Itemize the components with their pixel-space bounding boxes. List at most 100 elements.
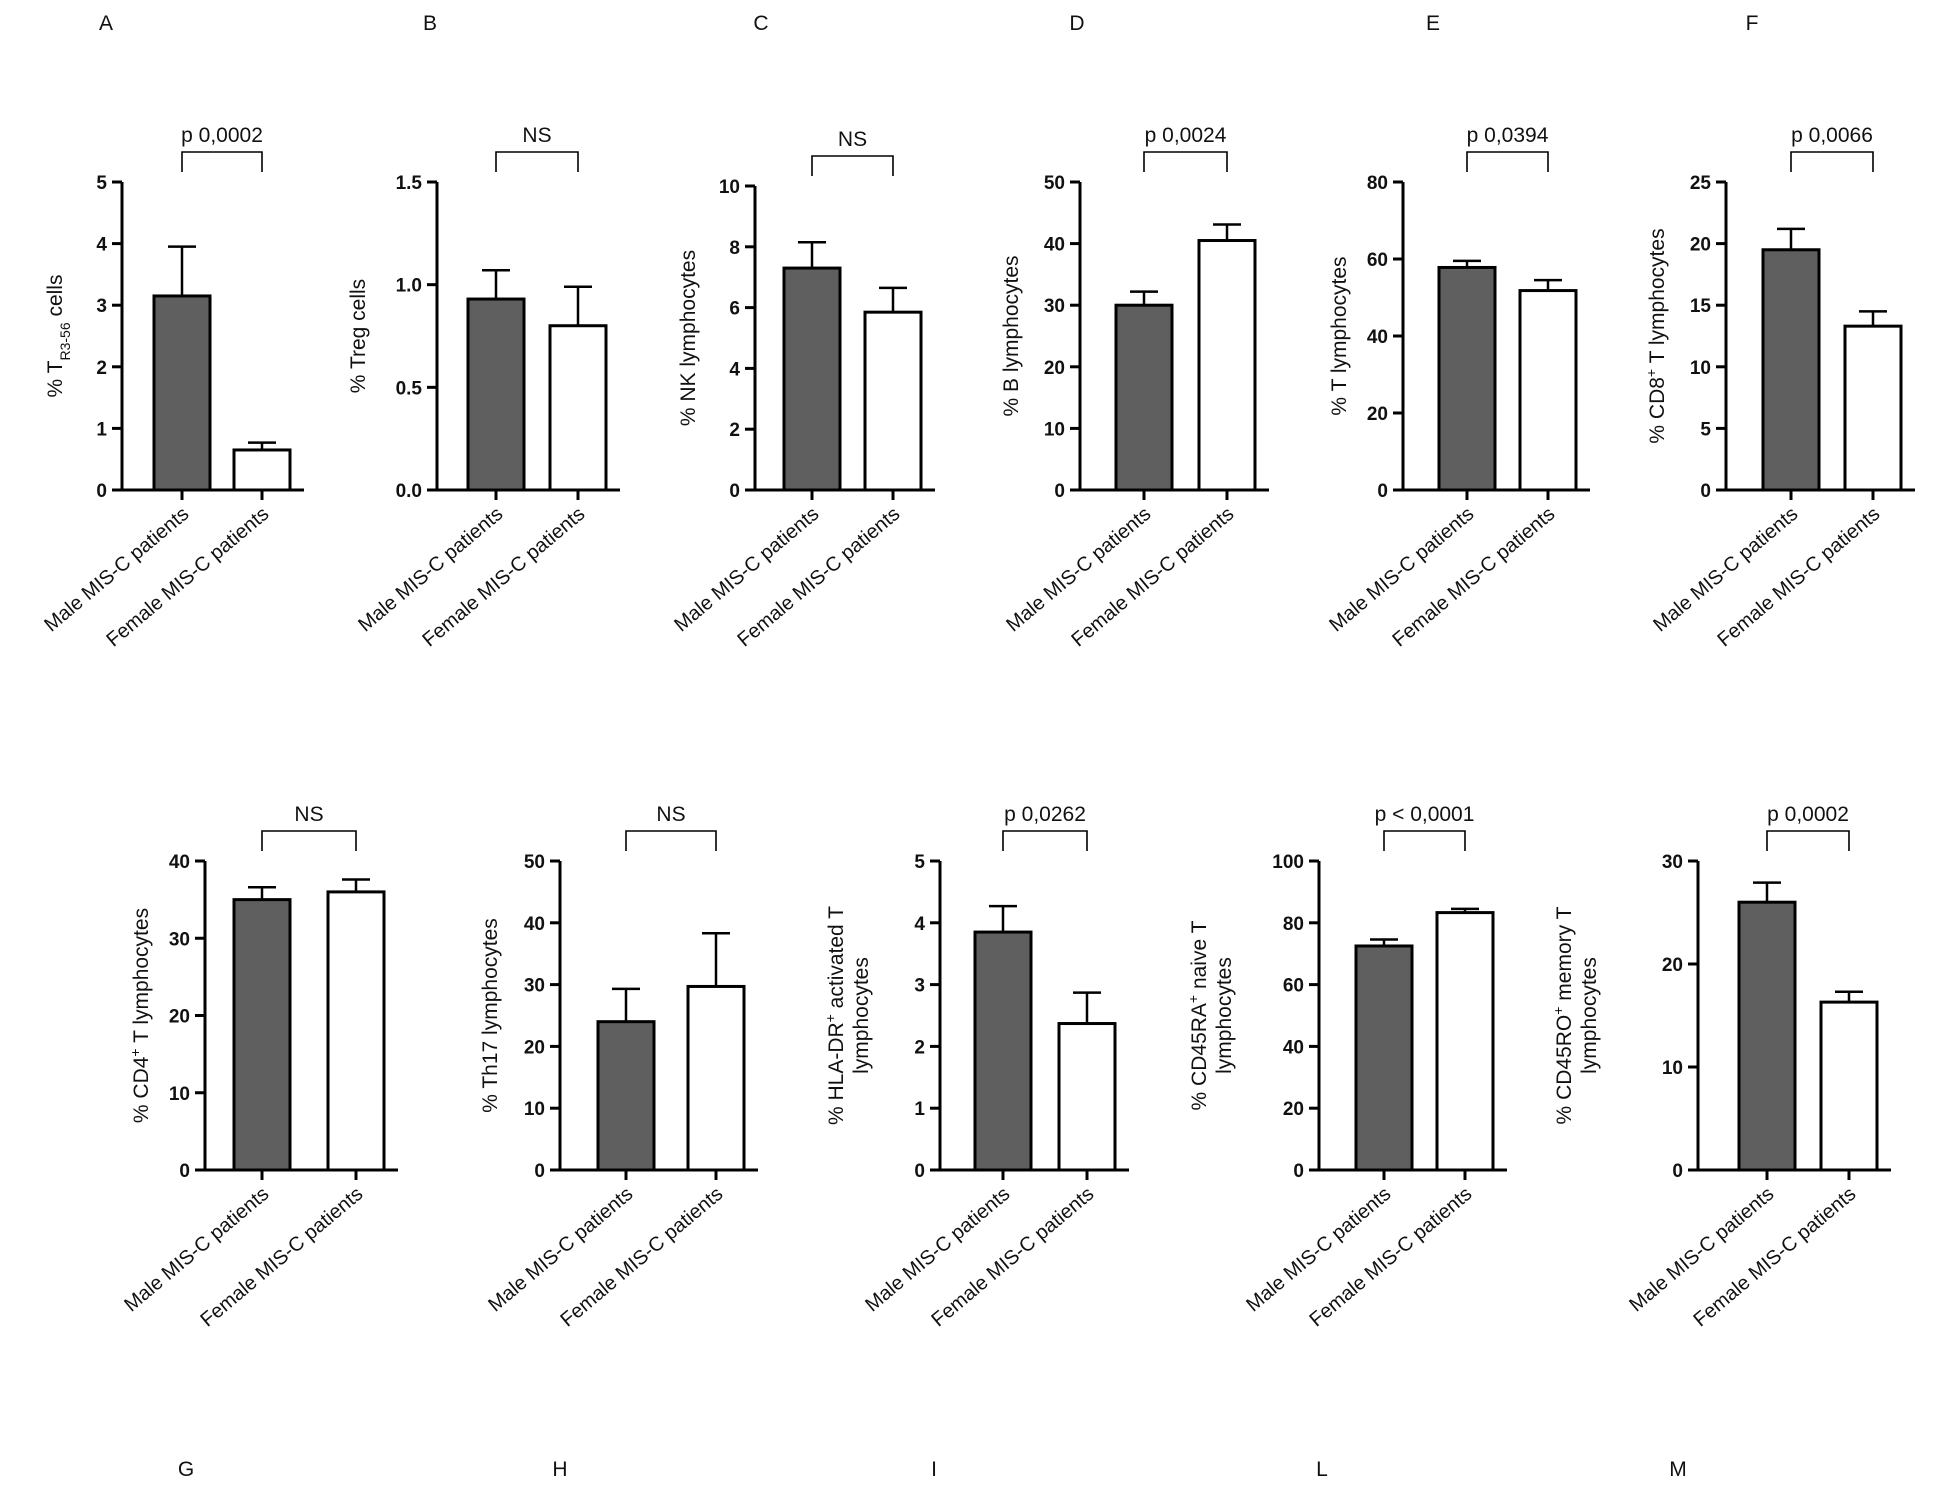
bar-female <box>1518 289 1578 492</box>
y-tick-label: 2 <box>914 1037 925 1058</box>
y-axis-label: % B lymphocytes <box>1000 255 1023 416</box>
y-tick-label: 20 <box>1044 358 1065 379</box>
x-tick-label: Male MIS-C patients <box>1242 1183 1395 1316</box>
significance-label: NS <box>522 124 551 147</box>
y-tick-label: 20 <box>1690 235 1711 256</box>
bar-female <box>1197 239 1257 492</box>
y-tick-label: 0 <box>179 1161 190 1182</box>
y-tick-label: 0 <box>914 1161 925 1182</box>
significance-bracket <box>1790 151 1874 172</box>
y-axis-label: % CD4+ T lymphocytes <box>127 908 153 1123</box>
y-tick-label: 4 <box>96 235 107 256</box>
bar-female <box>863 310 923 492</box>
panel-letter: F <box>1746 12 1759 35</box>
x-tick-label: Male MIS-C patients <box>1625 1183 1778 1316</box>
bar-female <box>548 324 608 492</box>
x-tick-label: Male MIS-C patients <box>484 1183 637 1316</box>
y-tick-label: 2 <box>729 420 740 441</box>
y-tick-label: 60 <box>1367 250 1388 271</box>
significance-bracket <box>1766 830 1850 851</box>
y-tick-label: 0.0 <box>396 481 422 502</box>
y-tick-label: 3 <box>914 976 925 997</box>
panel-letter: B <box>423 12 437 35</box>
y-tick-label: 40 <box>1044 235 1065 256</box>
significance-bracket <box>1383 830 1466 851</box>
bar-female <box>686 984 746 1172</box>
y-tick-label: 2 <box>96 358 107 379</box>
significance-label: NS <box>656 803 685 826</box>
x-tick-label: Female MIS-C patients <box>1305 1183 1476 1331</box>
y-tick-label: 10 <box>1044 419 1065 440</box>
bar-female <box>232 448 292 492</box>
x-tick-label: Female MIS-C patients <box>927 1183 1098 1331</box>
x-tick-label: Female MIS-C patients <box>1689 1183 1860 1331</box>
y-tick-label: 0 <box>1700 481 1711 502</box>
panel-letter: C <box>753 12 768 35</box>
significance-bracket <box>1143 151 1228 172</box>
panel-letter: M <box>1669 1458 1687 1481</box>
panel-letter: E <box>1426 12 1440 35</box>
bar-male <box>1354 944 1414 1172</box>
bar-male <box>1737 900 1797 1172</box>
y-tick-label: 4 <box>914 914 925 935</box>
y-axis-label-line2: lymphocytes <box>850 957 873 1074</box>
x-tick-label: Female MIS-C patients <box>1067 503 1238 651</box>
y-tick-label: 10 <box>169 1084 190 1105</box>
y-tick-label: 10 <box>1690 358 1711 379</box>
panel-letter: L <box>1316 1458 1328 1481</box>
y-tick-label: 0 <box>96 481 107 502</box>
panel-letter: G <box>178 1458 194 1481</box>
significance-label: p < 0,0001 <box>1375 803 1475 826</box>
y-tick-label: 0 <box>1377 481 1388 502</box>
significance-bracket <box>1466 151 1549 172</box>
bar-male <box>1114 303 1174 492</box>
y-tick-label: 6 <box>729 299 740 320</box>
y-tick-label: 50 <box>524 852 545 873</box>
y-tick-label: 30 <box>524 976 545 997</box>
y-axis-label: % TR3-56 cells <box>44 275 73 398</box>
y-axis-label-line2: lymphocytes <box>1578 957 1601 1074</box>
x-tick-label: Male MIS-C patients <box>1002 503 1155 636</box>
significance-label: p 0,0066 <box>1791 124 1873 147</box>
significance-bracket <box>495 151 579 172</box>
bar-male <box>782 266 842 492</box>
y-tick-label: 80 <box>1283 914 1304 935</box>
y-tick-label: 60 <box>1283 976 1304 997</box>
x-tick-label: Male MIS-C patients <box>40 503 193 636</box>
y-tick-label: 0 <box>534 1161 545 1182</box>
y-tick-label: 20 <box>1283 1099 1304 1120</box>
x-tick-label: Male MIS-C patients <box>354 503 507 636</box>
y-tick-label: 40 <box>1283 1037 1304 1058</box>
bar-female <box>1057 1022 1117 1172</box>
y-tick-label: 40 <box>524 914 545 935</box>
y-tick-label: 30 <box>169 929 190 950</box>
y-tick-label: 50 <box>1044 173 1065 194</box>
x-tick-label: Male MIS-C patients <box>861 1183 1014 1316</box>
bar-male <box>152 294 212 492</box>
significance-bracket <box>261 830 357 851</box>
y-axis-label: % NK lymphocytes <box>677 250 700 426</box>
y-tick-label: 40 <box>169 852 190 873</box>
y-tick-label: 3 <box>96 296 107 317</box>
significance-bracket <box>181 151 263 172</box>
x-tick-label: Female MIS-C patients <box>556 1183 727 1331</box>
panel-letter: H <box>552 1458 567 1481</box>
significance-label: p 0,0002 <box>181 124 263 147</box>
significance-label: NS <box>838 128 867 151</box>
significance-bracket <box>1002 830 1088 851</box>
significance-bracket <box>811 155 894 176</box>
significance-label: p 0,0024 <box>1145 124 1227 147</box>
panel-letter: I <box>931 1458 937 1481</box>
y-axis-label-line2: lymphocytes <box>1213 957 1236 1074</box>
x-tick-label: Male MIS-C patients <box>1325 503 1478 636</box>
significance-bracket <box>625 830 717 851</box>
